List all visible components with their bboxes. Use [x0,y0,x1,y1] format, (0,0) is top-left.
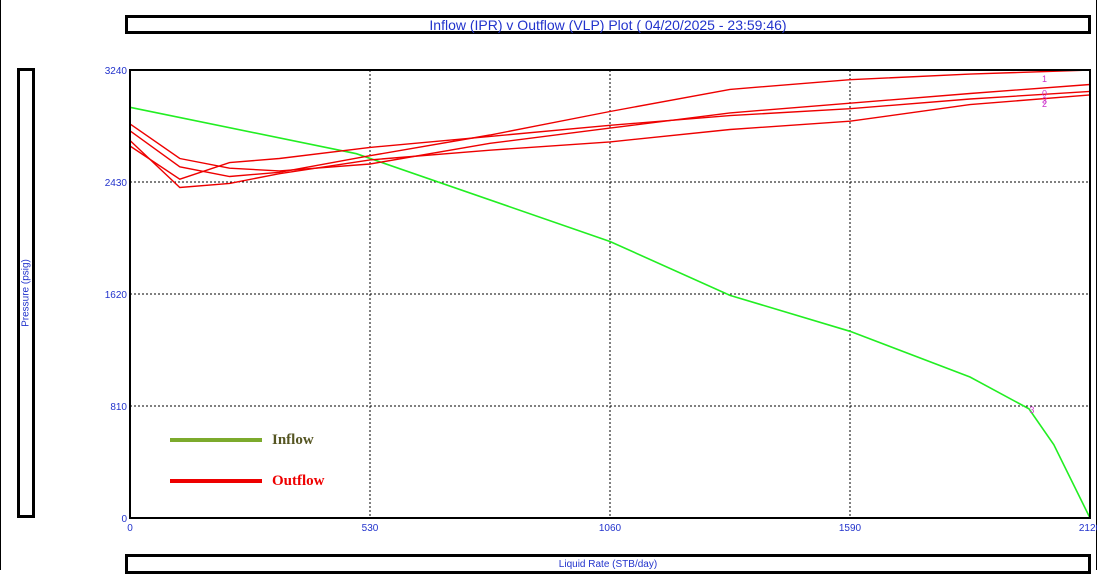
legend: Inflow Outflow [170,432,325,489]
chart-title: Inflow (IPR) v Outflow (VLP) Plot ( 04/2… [429,16,787,33]
curve-label-3: 3 [1042,95,1047,105]
intersection-marker: 3 [1029,405,1034,415]
y-tick-label: 3240 [105,66,128,77]
y-axis-label-box: Pressure (psig) [17,68,35,518]
y-tick-label: 1620 [105,290,128,301]
frame-left-edge [0,0,1,570]
y-tick-label: 2430 [105,178,128,189]
series-layer [129,69,1091,519]
y-tick-label: 0 [121,514,127,525]
outflow-curve-4 [129,90,1091,180]
x-tick-label: 530 [362,523,379,534]
x-tick-label: 1590 [839,523,862,534]
chart-title-box: Inflow (IPR) v Outflow (VLP) Plot ( 04/2… [125,15,1091,34]
legend-label-outflow: Outflow [272,473,325,489]
inflow-curve-0 [129,106,1091,519]
x-axis-label: Liquid Rate (STB/day) [558,558,658,570]
grid-layer [130,70,1090,518]
curve-label-2: 2 [1042,99,1047,109]
outflow-curve-1 [129,83,1091,172]
y-tick-label: 810 [110,402,127,413]
legend-label-inflow: Inflow [272,432,314,448]
outflow-curve-2 [129,69,1091,178]
outflow-curve-3 [129,94,1091,189]
x-tick-label: 1060 [599,523,622,534]
plot-area-border [129,69,1091,519]
curve-label-0: 0 [1042,89,1047,99]
x-tick-label: 0 [127,523,133,534]
curve-label-1: 1 [1042,74,1047,84]
